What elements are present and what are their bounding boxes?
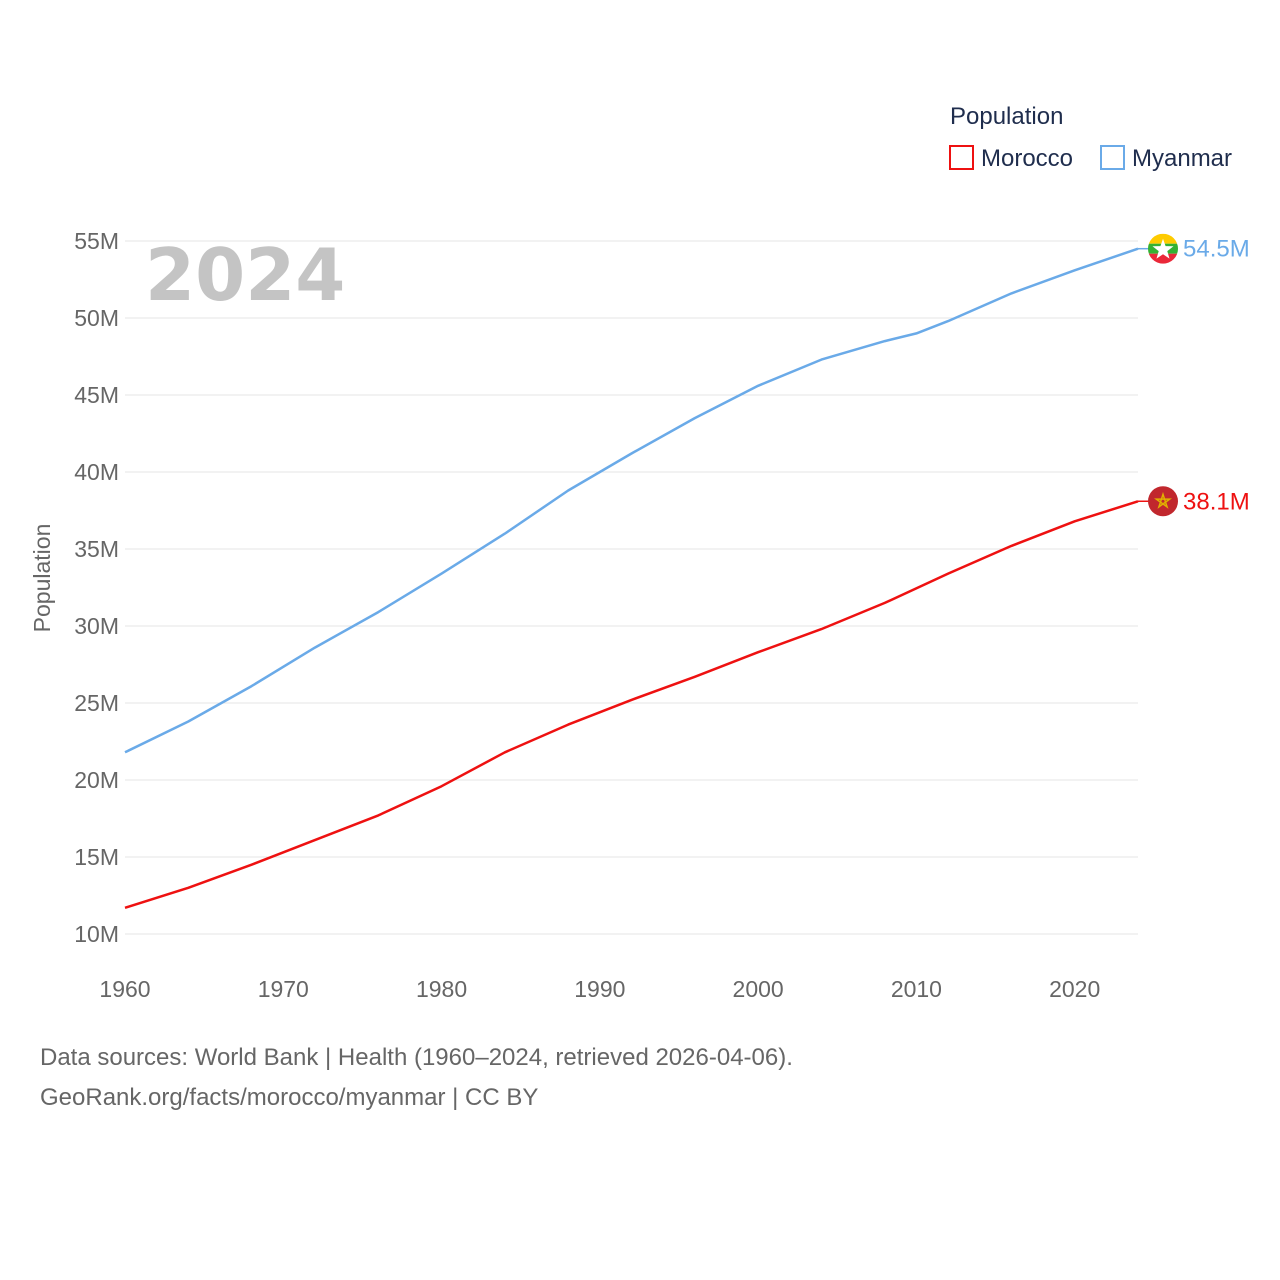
y-tick-label: 25M — [74, 690, 119, 716]
morocco-flag-icon — [1148, 486, 1178, 517]
x-tick-label: 2000 — [733, 976, 784, 1002]
end-value-label-morocco: 38.1M — [1183, 488, 1250, 515]
y-tick-label: 45M — [74, 382, 119, 408]
gridlines — [125, 240, 1138, 935]
y-tick-label: 35M — [74, 536, 119, 562]
x-tick-label: 2010 — [891, 976, 942, 1002]
y-tick-label: 50M — [74, 305, 119, 331]
data-source-text: Data sources: World Bank | Health (1960–… — [40, 1044, 793, 1071]
y-tick-label: 55M — [74, 228, 119, 254]
legend[interactable]: Population Morocco Myanmar — [949, 103, 1232, 172]
y-axis-tick-labels: 10M 15M 20M 25M 30M 35M 40M 45M 50M 55M — [74, 228, 119, 947]
legend-item-morocco[interactable]: Morocco — [949, 145, 1073, 172]
series-lines — [124, 247, 1139, 909]
x-tick-label: 2020 — [1049, 976, 1100, 1002]
legend-swatch-myanmar — [1100, 145, 1125, 170]
x-axis-tick-labels: 1960 1970 1980 1990 2000 2010 2020 — [99, 976, 1100, 1002]
end-value-label-myanmar: 54.5M — [1183, 236, 1250, 263]
series-line-morocco — [124, 500, 1139, 909]
x-tick-label: 1960 — [99, 976, 150, 1002]
y-axis-title: Population — [29, 524, 55, 633]
attribution-link[interactable]: GeoRank.org/facts/morocco/myanmar | CC B… — [40, 1084, 539, 1111]
legend-swatch-morocco — [949, 145, 974, 170]
y-tick-label: 20M — [74, 767, 119, 793]
legend-label-morocco: Morocco — [981, 145, 1073, 172]
series-line-myanmar — [124, 247, 1139, 754]
legend-title: Population — [950, 103, 1063, 130]
y-tick-label: 10M — [74, 921, 119, 947]
end-markers: 38.1M 54.5M — [1138, 233, 1250, 517]
legend-label-myanmar: Myanmar — [1132, 145, 1232, 172]
x-tick-label: 1980 — [416, 976, 467, 1002]
x-tick-label: 1970 — [258, 976, 309, 1002]
x-tick-label: 1990 — [574, 976, 625, 1002]
y-tick-label: 30M — [74, 613, 119, 639]
y-tick-label: 40M — [74, 459, 119, 485]
legend-item-myanmar[interactable]: Myanmar — [1100, 145, 1232, 172]
y-tick-label: 15M — [74, 844, 119, 870]
year-label: 2024 — [145, 233, 345, 317]
myanmar-flag-icon — [1148, 233, 1178, 264]
